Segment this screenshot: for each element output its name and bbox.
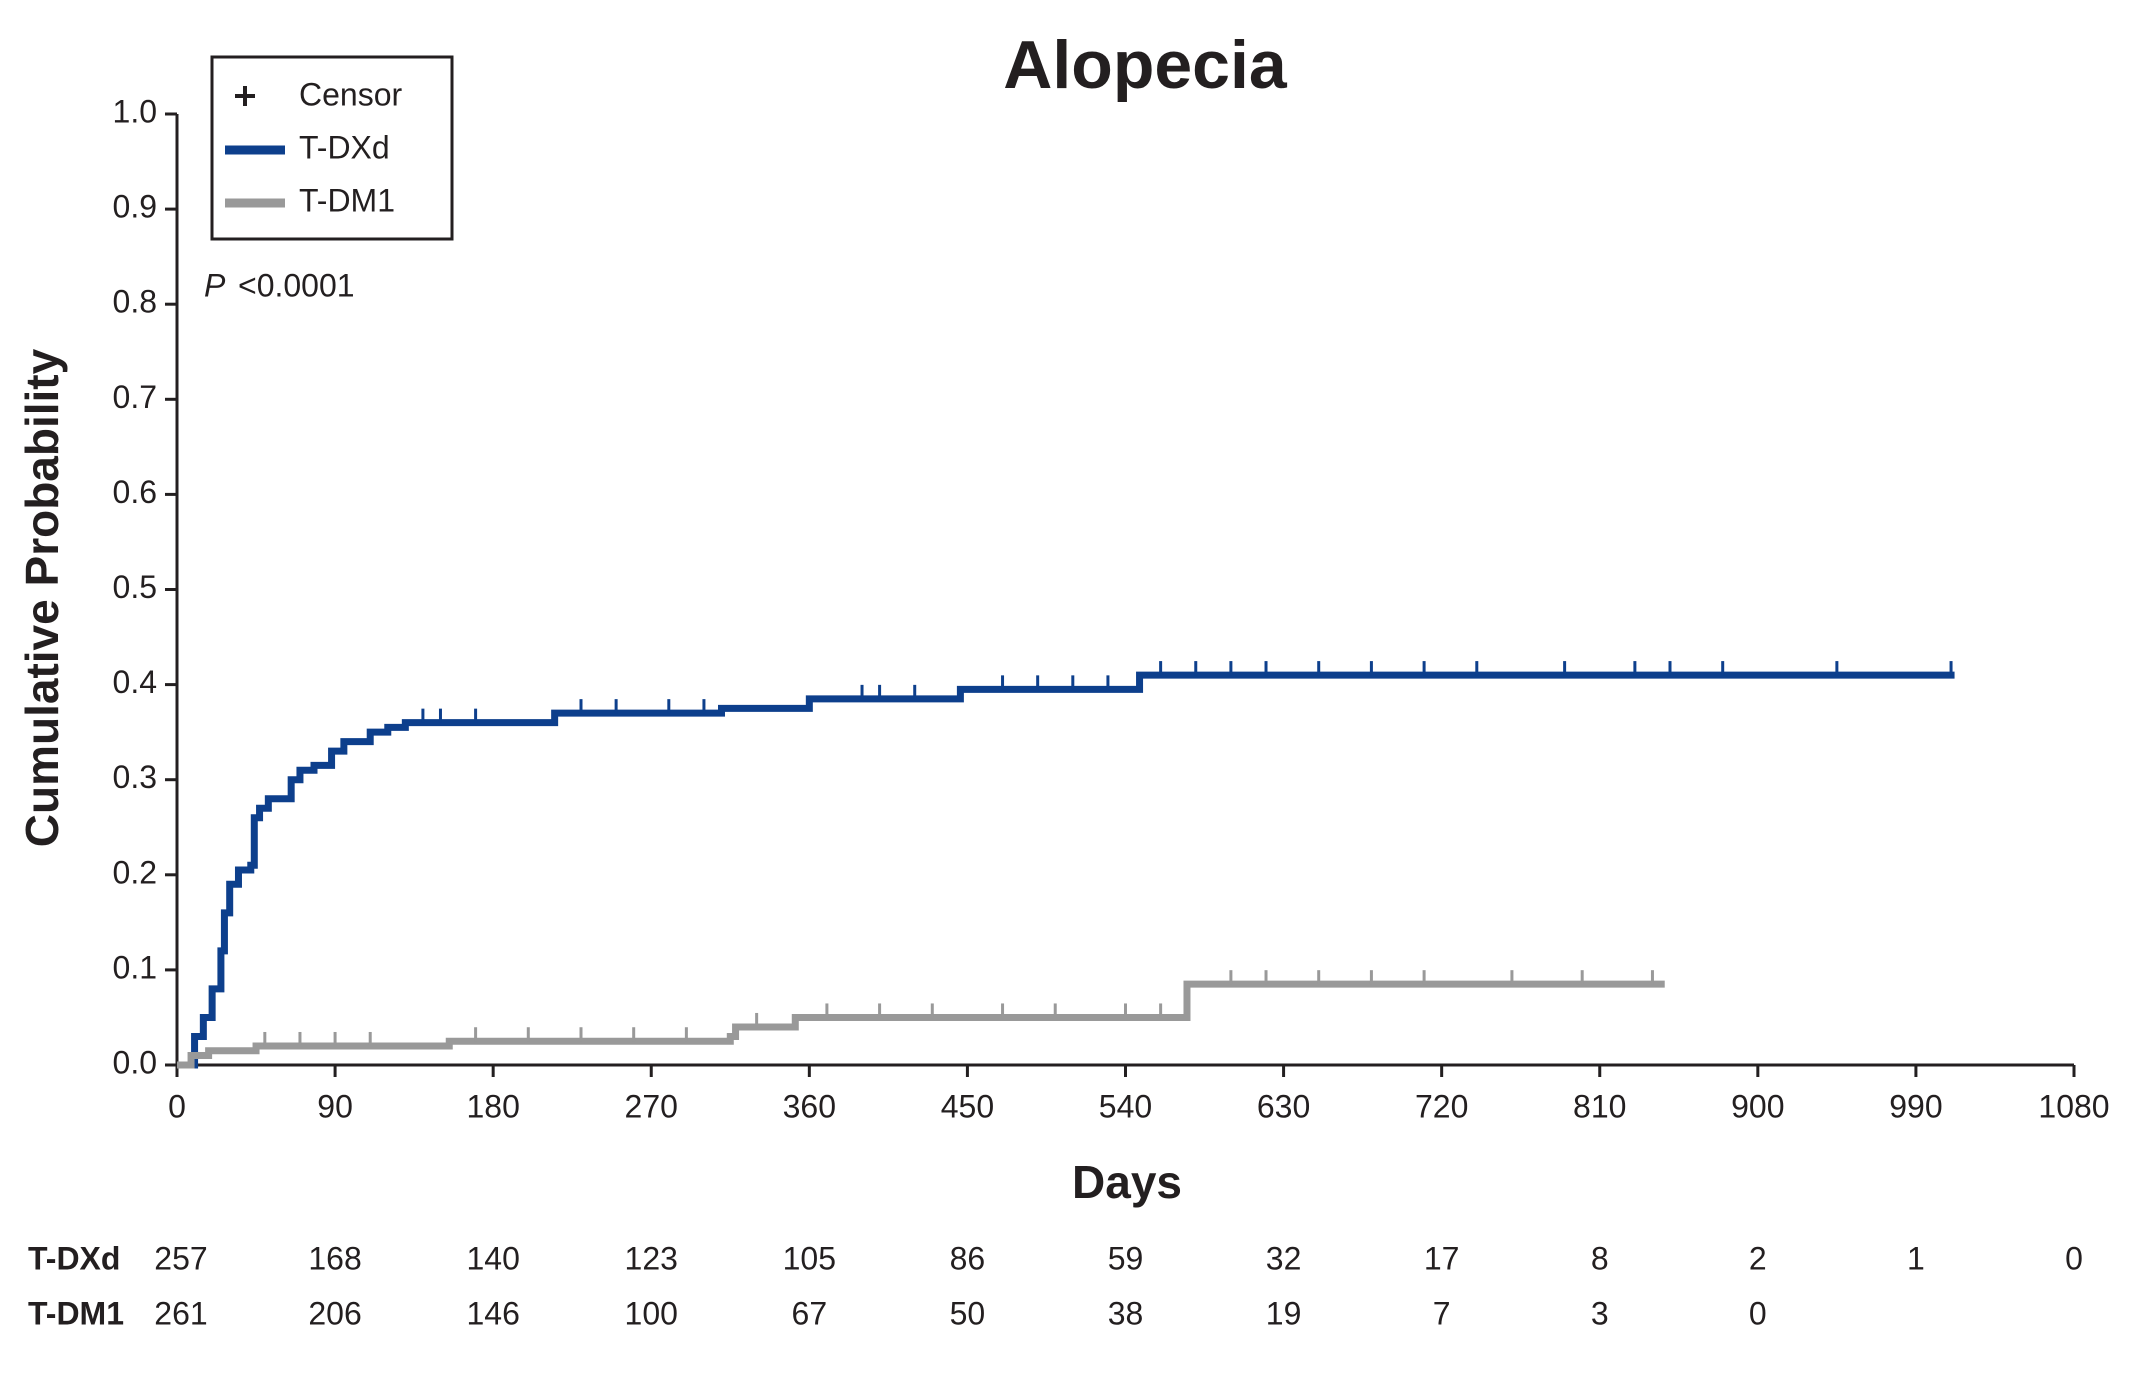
x-tick-label: 810 bbox=[1573, 1088, 1626, 1124]
x-tick-label: 90 bbox=[317, 1088, 353, 1124]
y-tick-label: 0.3 bbox=[113, 759, 157, 795]
y-tick-label: 0.1 bbox=[113, 949, 157, 985]
risk-count: 3 bbox=[1591, 1295, 1609, 1331]
risk-count: 168 bbox=[308, 1240, 361, 1276]
risk-count: 67 bbox=[792, 1295, 828, 1331]
y-tick-label: 1.0 bbox=[113, 93, 157, 129]
x-axis-label: Days bbox=[1072, 1156, 1182, 1208]
y-tick-label: 0.2 bbox=[113, 854, 157, 890]
y-tick-label: 0.5 bbox=[113, 569, 157, 605]
x-tick-label: 540 bbox=[1099, 1088, 1152, 1124]
y-tick-label: 0.9 bbox=[113, 189, 157, 225]
km-curve bbox=[177, 671, 1955, 1069]
x-tick-label: 990 bbox=[1889, 1088, 1942, 1124]
p-value: <0.0001 bbox=[238, 267, 355, 303]
risk-count: 257 bbox=[154, 1240, 207, 1276]
x-tick-label: 180 bbox=[466, 1088, 519, 1124]
risk-count: 105 bbox=[783, 1240, 836, 1276]
risk-row-name: T-DM1 bbox=[28, 1295, 124, 1331]
risk-count: 1 bbox=[1907, 1240, 1925, 1276]
risk-count: 50 bbox=[950, 1295, 986, 1331]
risk-count: 86 bbox=[950, 1240, 986, 1276]
y-tick-label: 0.7 bbox=[113, 379, 157, 415]
risk-count: 146 bbox=[466, 1295, 519, 1331]
x-tick-label: 450 bbox=[941, 1088, 994, 1124]
risk-count: 123 bbox=[625, 1240, 678, 1276]
risk-count: 7 bbox=[1433, 1295, 1451, 1331]
x-tick-label: 0 bbox=[168, 1088, 186, 1124]
x-tick-label: 270 bbox=[625, 1088, 678, 1124]
legend-label: T-DM1 bbox=[299, 182, 395, 218]
risk-count: 8 bbox=[1591, 1240, 1609, 1276]
x-tick-label: 1080 bbox=[2038, 1088, 2109, 1124]
x-tick-label: 630 bbox=[1257, 1088, 1310, 1124]
legend-label: Censor bbox=[299, 76, 403, 112]
risk-count: 206 bbox=[308, 1295, 361, 1331]
risk-count: 38 bbox=[1108, 1295, 1144, 1331]
risk-count: 0 bbox=[2065, 1240, 2083, 1276]
risk-count: 140 bbox=[466, 1240, 519, 1276]
risk-count: 0 bbox=[1749, 1295, 1767, 1331]
risk-count: 32 bbox=[1266, 1240, 1302, 1276]
risk-count: 100 bbox=[625, 1295, 678, 1331]
risk-count: 261 bbox=[154, 1295, 207, 1331]
km-curve bbox=[177, 980, 1665, 1069]
chart-title: Alopecia bbox=[1003, 27, 1288, 103]
legend-censor-symbol bbox=[235, 86, 255, 106]
risk-count: 17 bbox=[1424, 1240, 1460, 1276]
y-tick-label: 0.0 bbox=[113, 1044, 157, 1080]
risk-count: 19 bbox=[1266, 1295, 1302, 1331]
y-tick-label: 0.6 bbox=[113, 474, 157, 510]
y-axis-label: Cumulative Probability bbox=[16, 348, 68, 847]
risk-row-name: T-DXd bbox=[28, 1240, 120, 1276]
y-tick-label: 0.4 bbox=[113, 664, 157, 700]
x-tick-label: 900 bbox=[1731, 1088, 1784, 1124]
p-label: P bbox=[204, 267, 226, 303]
risk-count: 59 bbox=[1108, 1240, 1144, 1276]
risk-count: 2 bbox=[1749, 1240, 1767, 1276]
y-tick-label: 0.8 bbox=[113, 284, 157, 320]
x-tick-label: 720 bbox=[1415, 1088, 1468, 1124]
x-tick-label: 360 bbox=[783, 1088, 836, 1124]
legend-label: T-DXd bbox=[299, 129, 390, 165]
